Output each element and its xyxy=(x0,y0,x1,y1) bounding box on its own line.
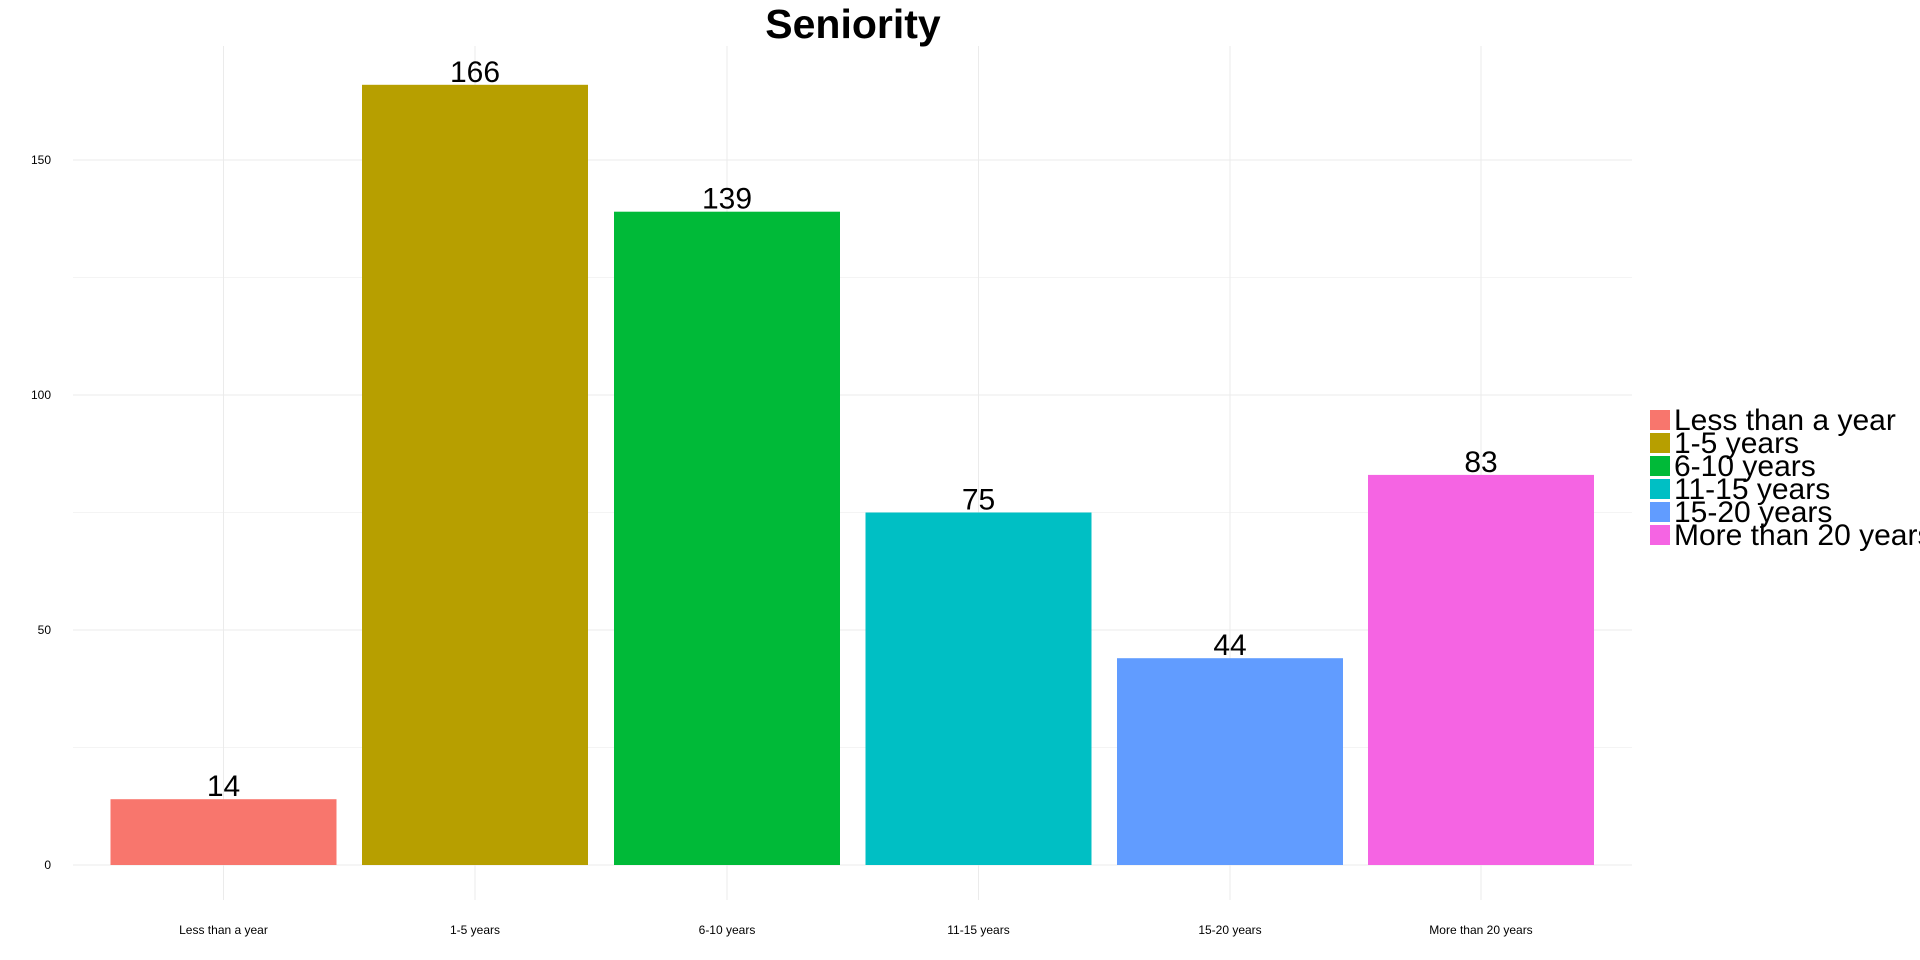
bar xyxy=(362,84,588,866)
chart-title: Seniority xyxy=(765,1,941,47)
legend-label: 11-15 years xyxy=(1674,473,1830,506)
y-tick-label: 150 xyxy=(31,153,51,167)
bar-value-label: 139 xyxy=(702,183,752,216)
legend-label: Less than a year xyxy=(1674,404,1896,437)
bars-layer xyxy=(110,84,1594,866)
legend-key xyxy=(1650,433,1670,453)
bar-value-label: 75 xyxy=(962,484,995,517)
bar xyxy=(865,512,1092,865)
x-tick-label: Less than a year xyxy=(179,923,268,937)
bar xyxy=(1117,658,1343,865)
legend-label: 1-5 years xyxy=(1674,427,1799,460)
x-tick-label: More than 20 years xyxy=(1429,923,1532,937)
x-tick-label: 6-10 years xyxy=(699,923,756,937)
legend-key xyxy=(1650,456,1670,476)
x-tick-label: 11-15 years xyxy=(947,923,1009,937)
x-axis: Less than a year 1-5 years 6-10 years 11-15… xyxy=(179,923,1533,937)
legend-key xyxy=(1650,479,1670,499)
legend-label: 15-20 years xyxy=(1674,496,1832,529)
bar-value-label: 83 xyxy=(1464,446,1497,479)
bar xyxy=(110,799,337,865)
legend-key xyxy=(1650,525,1670,545)
bar xyxy=(1368,474,1594,865)
y-tick-label: 50 xyxy=(38,623,52,637)
x-tick-label: 15-20 years xyxy=(1198,923,1261,937)
y-axis: 0 50 100 150 xyxy=(31,153,51,872)
legend-key xyxy=(1650,502,1670,522)
y-tick-label: 100 xyxy=(31,388,51,402)
y-tick-label: 0 xyxy=(44,858,51,872)
bar-value-label: 14 xyxy=(207,770,240,803)
bar-labels-layer: 14 166 139 75 44 83 xyxy=(207,56,1498,803)
x-tick-label: 1-5 years xyxy=(450,923,500,937)
bar-value-label: 166 xyxy=(450,56,500,89)
bar xyxy=(614,211,840,865)
legend-key xyxy=(1650,410,1670,430)
legend-label: More than 20 years xyxy=(1674,519,1920,552)
bar-value-label: 44 xyxy=(1213,629,1246,662)
legend-label: 6-10 years xyxy=(1674,450,1816,483)
